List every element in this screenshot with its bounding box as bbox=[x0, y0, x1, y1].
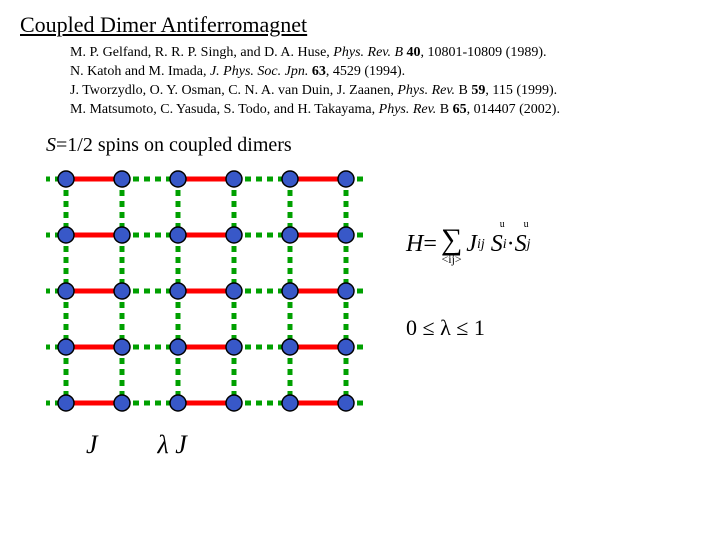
spin-site-icon bbox=[58, 283, 74, 299]
spin-site-icon bbox=[226, 227, 242, 243]
eq-si: u S bbox=[491, 231, 503, 258]
constraint-equation: 0 ≤ λ ≤ 1 bbox=[406, 315, 531, 341]
spin-site-icon bbox=[58, 395, 74, 411]
eq-sj: u S bbox=[515, 231, 527, 258]
eq-dot: · bbox=[507, 231, 515, 258]
content-row: J λ J H = ∑ <ij> Jij u S i · u S j 0 bbox=[20, 165, 700, 460]
spin-site-icon bbox=[114, 395, 130, 411]
reference-line: M. P. Gelfand, R. R. P. Singh, and D. A.… bbox=[70, 44, 700, 63]
spin-site-icon bbox=[170, 283, 186, 299]
legend-j: J bbox=[86, 430, 98, 460]
sigma-glyph: ∑ bbox=[441, 225, 462, 255]
spin-site-icon bbox=[58, 171, 74, 187]
legend-lambdaj: λ J bbox=[158, 430, 187, 460]
subtitle-symbol: S bbox=[46, 134, 56, 156]
lattice-diagram: J λ J bbox=[46, 165, 366, 460]
spin-site-icon bbox=[58, 227, 74, 243]
eq-s1: S bbox=[491, 231, 503, 257]
spin-site-icon bbox=[114, 339, 130, 355]
eq-j-sub2: j bbox=[527, 237, 531, 253]
hamiltonian-equation: H = ∑ <ij> Jij u S i · u S j bbox=[406, 225, 531, 265]
page-title: Coupled Dimer Antiferromagnet bbox=[20, 12, 700, 38]
sum-icon: ∑ <ij> bbox=[441, 225, 462, 265]
eq-j-sub: ij bbox=[477, 237, 485, 253]
spin-site-icon bbox=[338, 283, 354, 299]
spin-site-icon bbox=[114, 227, 130, 243]
spin-site-icon bbox=[114, 283, 130, 299]
vector-arrow-icon: u bbox=[524, 219, 529, 230]
sum-label: <ij> bbox=[441, 253, 461, 265]
eq-h: H bbox=[406, 231, 423, 258]
constraint-text: 0 ≤ λ ≤ 1 bbox=[406, 315, 485, 340]
spin-site-icon bbox=[338, 395, 354, 411]
reference-line: M. Matsumoto, C. Yasuda, S. Todo, and H.… bbox=[70, 101, 700, 120]
spin-site-icon bbox=[282, 395, 298, 411]
spin-site-icon bbox=[170, 227, 186, 243]
spin-site-icon bbox=[226, 395, 242, 411]
spin-site-icon bbox=[58, 339, 74, 355]
subtitle: S=1/2 spins on coupled dimers bbox=[46, 134, 700, 157]
eq-equals: = bbox=[423, 231, 437, 258]
eq-s2: S bbox=[515, 231, 527, 257]
spin-site-icon bbox=[170, 171, 186, 187]
equations: H = ∑ <ij> Jij u S i · u S j 0 ≤ λ ≤ 1 bbox=[406, 225, 531, 341]
spin-site-icon bbox=[226, 283, 242, 299]
spin-site-icon bbox=[170, 339, 186, 355]
spin-site-icon bbox=[114, 171, 130, 187]
eq-j: J bbox=[466, 231, 477, 258]
vector-arrow-icon: u bbox=[500, 219, 505, 230]
lattice-svg bbox=[46, 165, 366, 417]
reference-list: M. P. Gelfand, R. R. P. Singh, and D. A.… bbox=[70, 44, 700, 120]
subtitle-text: =1/2 spins on coupled dimers bbox=[56, 134, 292, 156]
spin-site-icon bbox=[282, 339, 298, 355]
spin-site-icon bbox=[282, 283, 298, 299]
spin-site-icon bbox=[282, 227, 298, 243]
reference-line: J. Tworzydlo, O. Y. Osman, C. N. A. van … bbox=[70, 82, 700, 101]
spin-site-icon bbox=[282, 171, 298, 187]
spin-site-icon bbox=[338, 171, 354, 187]
legend: J λ J bbox=[86, 430, 366, 460]
spin-site-icon bbox=[170, 395, 186, 411]
spin-site-icon bbox=[226, 171, 242, 187]
spin-site-icon bbox=[338, 227, 354, 243]
spin-site-icon bbox=[338, 339, 354, 355]
reference-line: N. Katoh and M. Imada, J. Phys. Soc. Jpn… bbox=[70, 63, 700, 82]
spin-site-icon bbox=[226, 339, 242, 355]
